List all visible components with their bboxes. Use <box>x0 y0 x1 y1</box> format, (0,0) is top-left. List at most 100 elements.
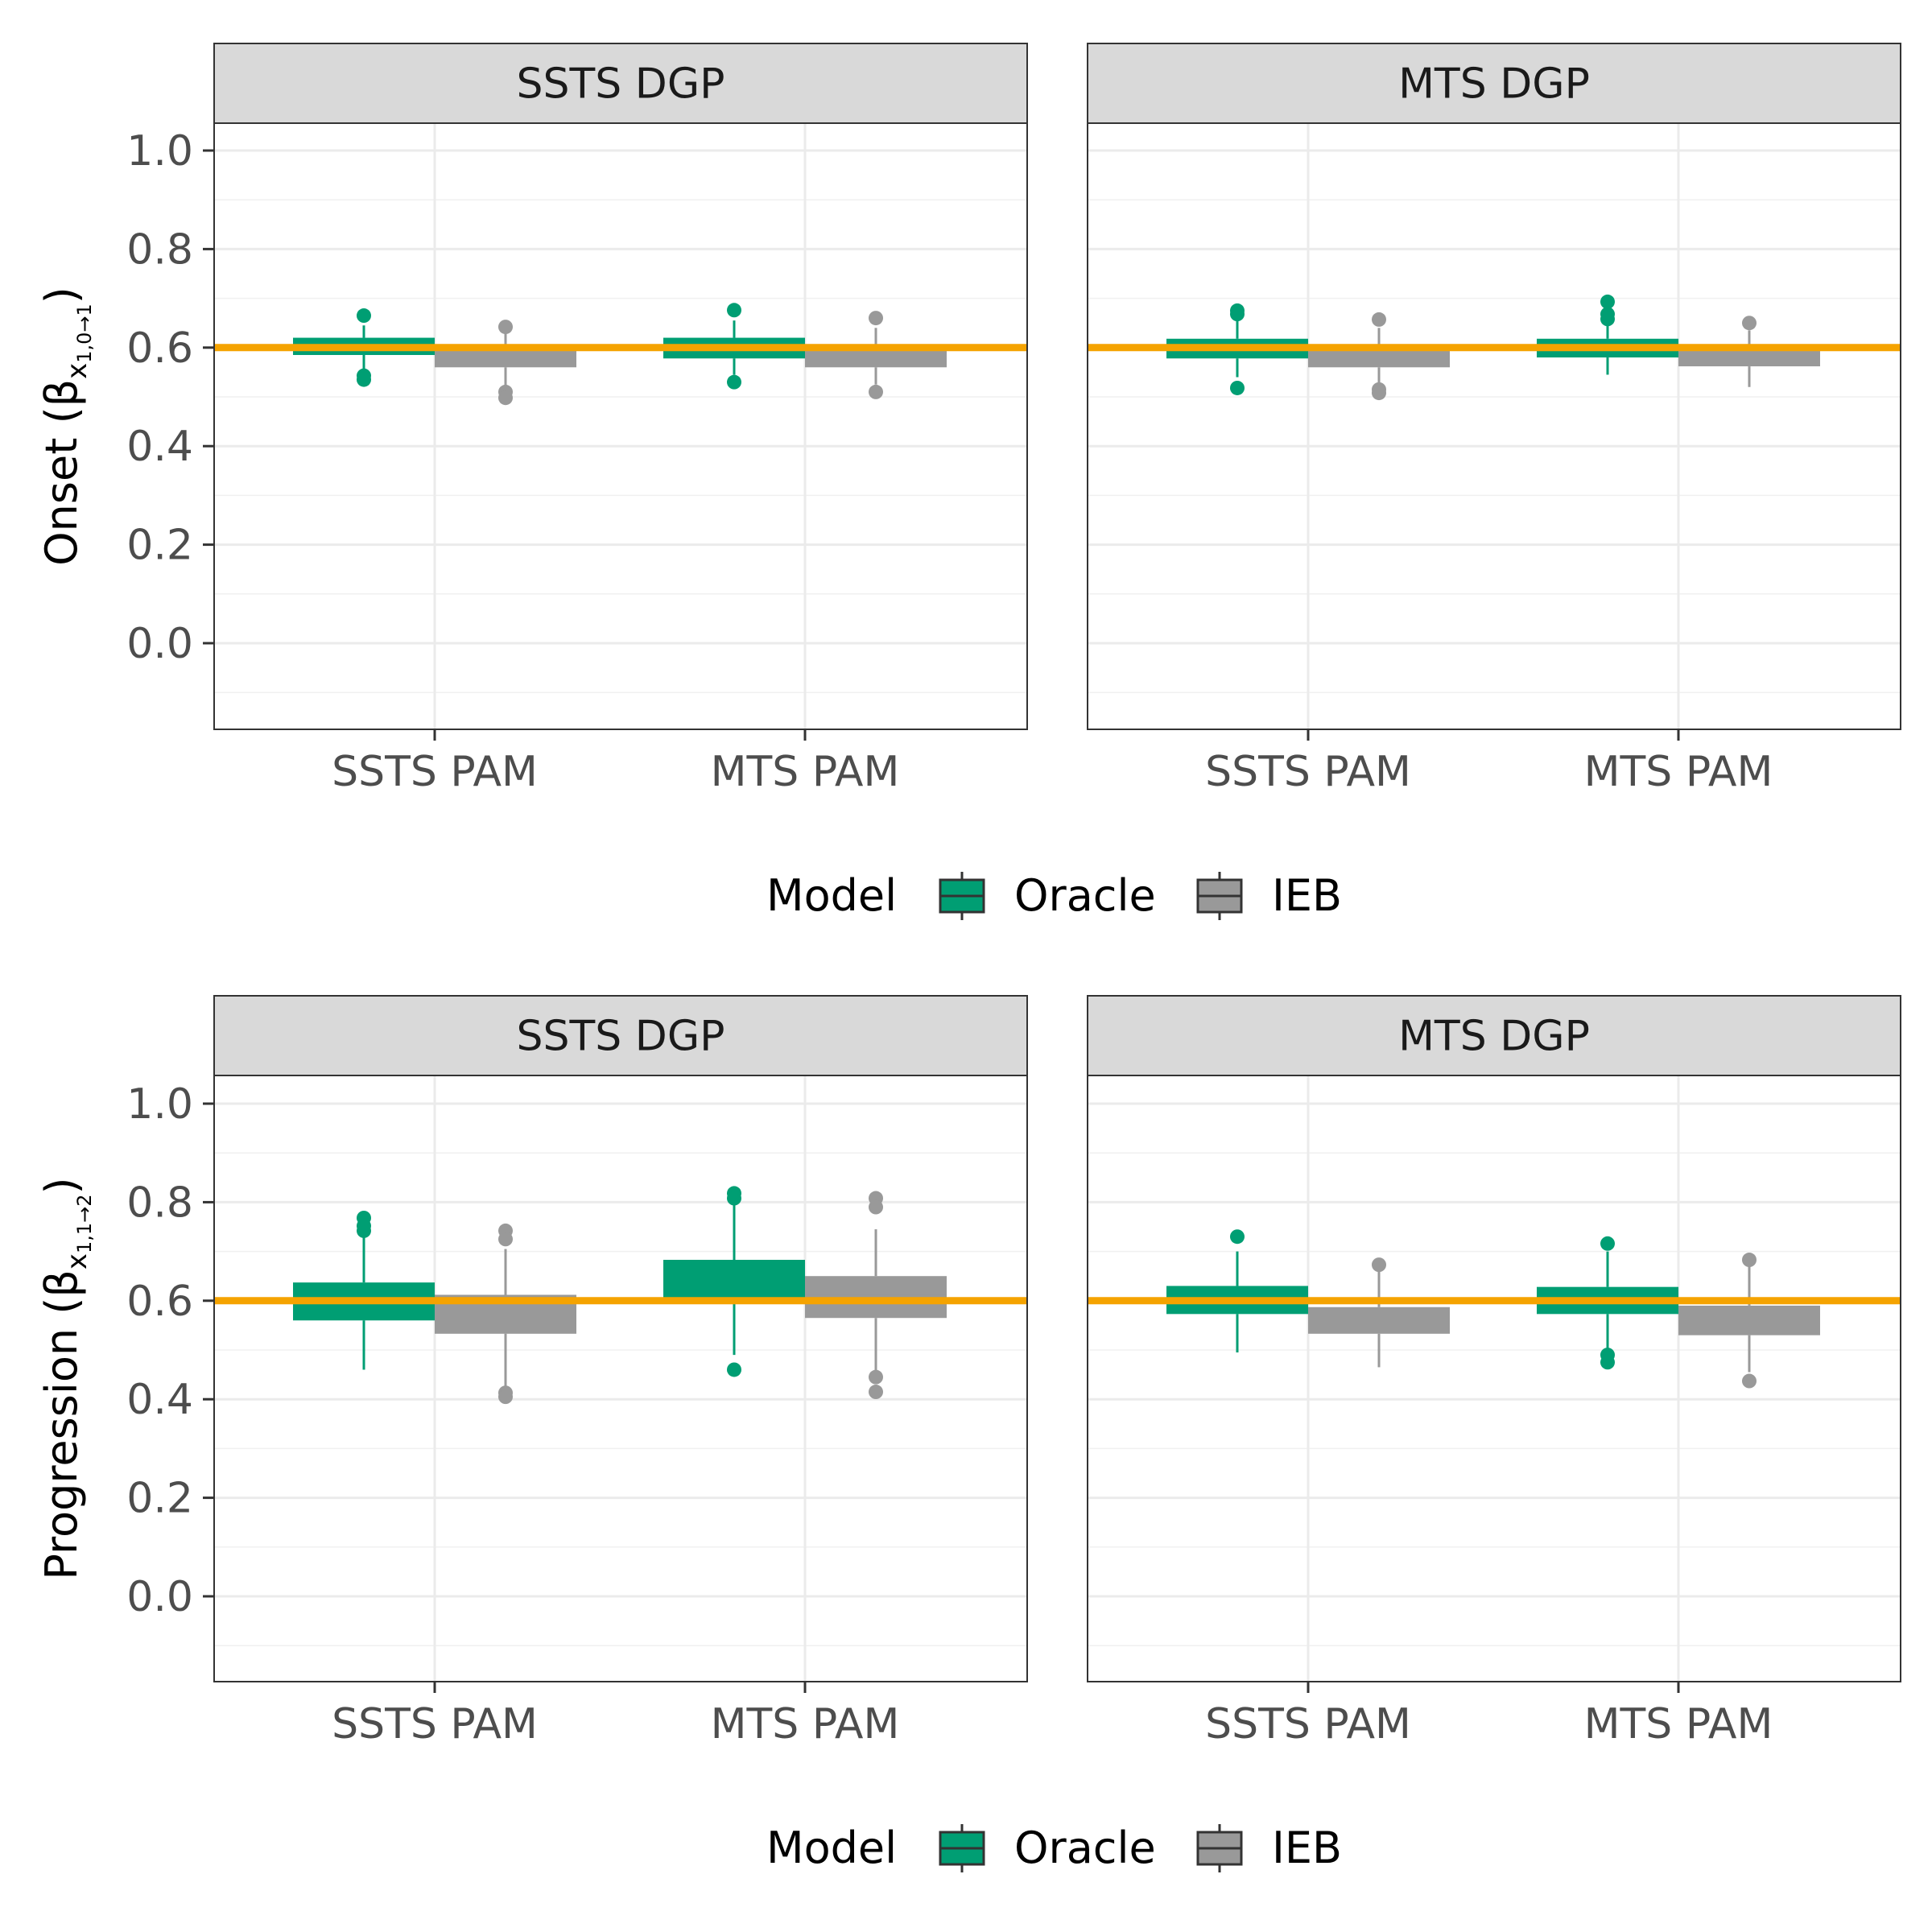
outlier-point <box>1230 380 1245 395</box>
outlier-point <box>498 390 513 406</box>
legend-key-ieb <box>1196 872 1243 920</box>
panel-background <box>1088 1075 1901 1682</box>
outlier-point <box>869 1369 883 1385</box>
outlier-point <box>869 384 883 399</box>
y-tick-label: 0.8 <box>126 225 193 274</box>
legend-title: Model <box>766 870 897 921</box>
panel-border <box>213 122 1028 730</box>
legend-label-oracle: Oracle <box>1014 870 1156 921</box>
x-tick-label: MTS PAM <box>1584 748 1773 796</box>
legend-key-oracle <box>939 1824 985 1872</box>
y-tick-label: 0.0 <box>126 620 193 668</box>
y-tick-label: 1.0 <box>126 1080 193 1129</box>
outlier-point <box>357 1223 371 1238</box>
outlier-point <box>1742 1253 1757 1268</box>
legend-label-oracle: Oracle <box>1014 1823 1156 1873</box>
y-tick-label: 0.4 <box>126 423 193 471</box>
y-tick-label: 0.4 <box>126 1376 193 1424</box>
outlier-point <box>1600 1236 1615 1251</box>
outlier-point <box>357 308 371 324</box>
y-tick-label: 1.0 <box>126 127 193 175</box>
y-axis-label: Progression (βx1,1→2) <box>36 1177 96 1579</box>
y-axis-label: Onset (βx1,0→1) <box>36 287 96 566</box>
y-tick-label: 0.2 <box>126 1475 193 1523</box>
outlier-point <box>1372 1257 1386 1273</box>
y-tick-label: 0.8 <box>126 1179 193 1227</box>
facet-panel: SSTS DGP SSTS PAM MTS PAM <box>213 995 1028 1748</box>
outlier-point <box>498 320 513 335</box>
box-iqr <box>805 1276 947 1319</box>
outlier-point <box>1230 307 1245 322</box>
x-tick-label: SSTS PAM <box>1205 748 1411 796</box>
boxplot-ieb <box>805 1191 947 1400</box>
legend: Model Oracle IEB <box>766 1823 1342 1873</box>
outlier-point <box>727 374 741 390</box>
outlier-point <box>498 1389 513 1405</box>
outlier-point <box>1230 1229 1245 1245</box>
outlier-point <box>869 311 883 326</box>
panel-border <box>213 1075 1028 1682</box>
outlier-point <box>498 1232 513 1247</box>
y-axis-label-subscript: x <box>61 363 93 379</box>
panel-background <box>214 1075 1027 1682</box>
x-tick-label: MTS PAM <box>711 748 900 796</box>
x-tick-label: SSTS PAM <box>332 748 538 796</box>
facet-panel: SSTS DGP SSTS PAM MTS PAM <box>213 43 1028 796</box>
panel-background <box>1088 123 1901 729</box>
legend-key-ieb <box>1196 1824 1243 1872</box>
outlier-point <box>1372 312 1386 327</box>
facet-strip-label: SSTS DGP <box>516 60 724 109</box>
y-axis-label-suffix: ) <box>36 1177 87 1194</box>
boxplot-ieb <box>1678 1253 1820 1389</box>
boxplot-ieb <box>1678 316 1820 387</box>
outlier-point <box>869 1385 883 1400</box>
panel-border <box>1087 122 1901 730</box>
x-tick-label: MTS PAM <box>1584 1700 1773 1748</box>
y-axis-label-beta: β <box>36 1269 87 1297</box>
outlier-point <box>727 303 741 318</box>
y-axis-label-beta: β <box>36 379 87 407</box>
outlier-point <box>727 1191 741 1206</box>
panel-background <box>214 123 1027 729</box>
legend-key-oracle <box>939 872 985 920</box>
panel-border <box>1087 1075 1901 1682</box>
x-tick-label: SSTS PAM <box>332 1700 538 1748</box>
outlier-point <box>1600 312 1615 327</box>
y-axis-label-prefix: Onset ( <box>36 407 87 566</box>
y-axis-label-suffix: ) <box>36 287 87 303</box>
boxplot-oracle <box>663 1186 805 1377</box>
outlier-point <box>1742 1373 1757 1389</box>
y-tick-label: 0.0 <box>126 1573 193 1621</box>
facet-strip <box>1087 43 1901 124</box>
facet-strip-label: SSTS DGP <box>516 1013 724 1061</box>
legend-label-ieb: IEB <box>1272 1823 1342 1873</box>
facet-strip <box>213 995 1028 1076</box>
x-tick-label: MTS PAM <box>711 1700 900 1748</box>
outlier-point <box>727 1362 741 1377</box>
boxplot-ieb <box>1308 1257 1450 1368</box>
legend-title: Model <box>766 1823 897 1873</box>
outlier-point <box>357 372 371 387</box>
y-tick-label: 0.6 <box>126 1278 193 1326</box>
outlier-point <box>1600 1355 1615 1370</box>
x-tick-label: SSTS PAM <box>1205 1700 1411 1748</box>
y-axis-label-subscript: x <box>61 1253 93 1269</box>
y-axis-label-subscript-detail: 1,0→1 <box>73 303 96 363</box>
box-iqr <box>1678 1305 1820 1335</box>
legend-label-ieb: IEB <box>1272 870 1342 921</box>
facet-panel: MTS DGP SSTS PAM MTS PAM <box>1087 995 1901 1748</box>
outlier-point <box>1742 316 1757 331</box>
outlier-point <box>1600 294 1615 309</box>
y-axis-label-subscript-detail: 1,1→2 <box>73 1194 96 1253</box>
facet-strip-label: MTS DGP <box>1398 60 1590 109</box>
facet-panel: MTS DGP SSTS PAM MTS PAM <box>1087 43 1901 796</box>
y-tick-label: 0.2 <box>126 522 193 570</box>
box-iqr <box>1308 1307 1450 1334</box>
facet-strip <box>213 43 1028 124</box>
y-tick-label: 0.6 <box>126 324 193 373</box>
outlier-point <box>1372 386 1386 401</box>
y-axis-label-prefix: Progression ( <box>36 1298 87 1580</box>
